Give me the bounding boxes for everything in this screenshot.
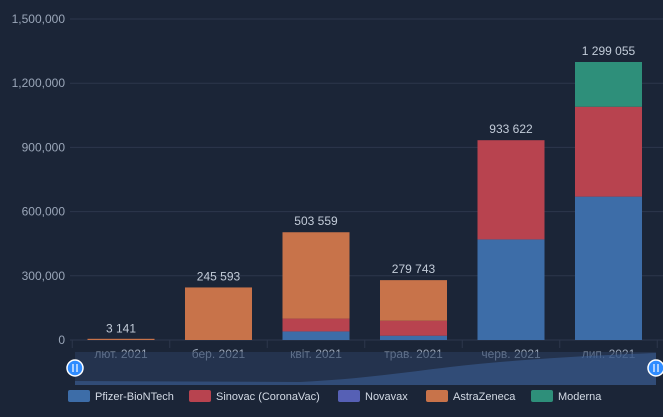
bar-segment[interactable] bbox=[185, 287, 252, 340]
legend-swatch[interactable] bbox=[531, 390, 553, 402]
legend-label: Novavax bbox=[365, 391, 408, 403]
bar-segment[interactable] bbox=[380, 280, 447, 321]
legend-label: Moderna bbox=[558, 391, 602, 403]
stack-total-label: 279 743 bbox=[392, 262, 436, 276]
stack-total-label: 933 622 bbox=[489, 122, 533, 136]
legend-label: AstraZeneca bbox=[453, 391, 516, 403]
y-tick-label: 1,500,000 bbox=[12, 12, 66, 26]
y-tick-label: 1,200,000 bbox=[12, 76, 66, 90]
legend-label: Pfizer-BioNTech bbox=[95, 391, 174, 403]
navigator-left-handle[interactable] bbox=[66, 359, 84, 377]
bar-segment[interactable] bbox=[282, 318, 350, 332]
bar-segment[interactable] bbox=[380, 335, 447, 340]
bar-segment[interactable] bbox=[575, 62, 642, 107]
bar-segment[interactable] bbox=[575, 106, 642, 197]
bar-segment[interactable] bbox=[380, 320, 447, 336]
y-tick-label: 0 bbox=[58, 333, 65, 347]
y-tick-label: 600,000 bbox=[22, 205, 66, 219]
y-tick-label: 300,000 bbox=[22, 269, 66, 283]
bar-segment[interactable] bbox=[282, 331, 350, 340]
legend-swatch[interactable] bbox=[68, 390, 90, 402]
bar-segment[interactable] bbox=[477, 239, 545, 340]
stack-total-label: 503 559 bbox=[294, 214, 338, 228]
navigator-right-handle[interactable] bbox=[647, 359, 663, 377]
bar-segment[interactable] bbox=[477, 140, 545, 240]
bar-segment[interactable] bbox=[282, 232, 350, 319]
y-tick-label: 900,000 bbox=[22, 140, 66, 154]
legend-swatch[interactable] bbox=[189, 390, 211, 402]
legend-swatch[interactable] bbox=[426, 390, 448, 402]
stack-total-label: 3 141 bbox=[106, 321, 136, 335]
bar-segment[interactable] bbox=[575, 196, 642, 340]
bar-segment[interactable] bbox=[87, 338, 155, 340]
stack-total-label: 1 299 055 bbox=[582, 44, 636, 58]
navigator-series-area bbox=[75, 353, 656, 385]
stack-total-label: 245 593 bbox=[197, 269, 241, 283]
legend-swatch[interactable] bbox=[338, 390, 360, 402]
legend-label: Sinovac (CoronaVac) bbox=[216, 391, 320, 403]
